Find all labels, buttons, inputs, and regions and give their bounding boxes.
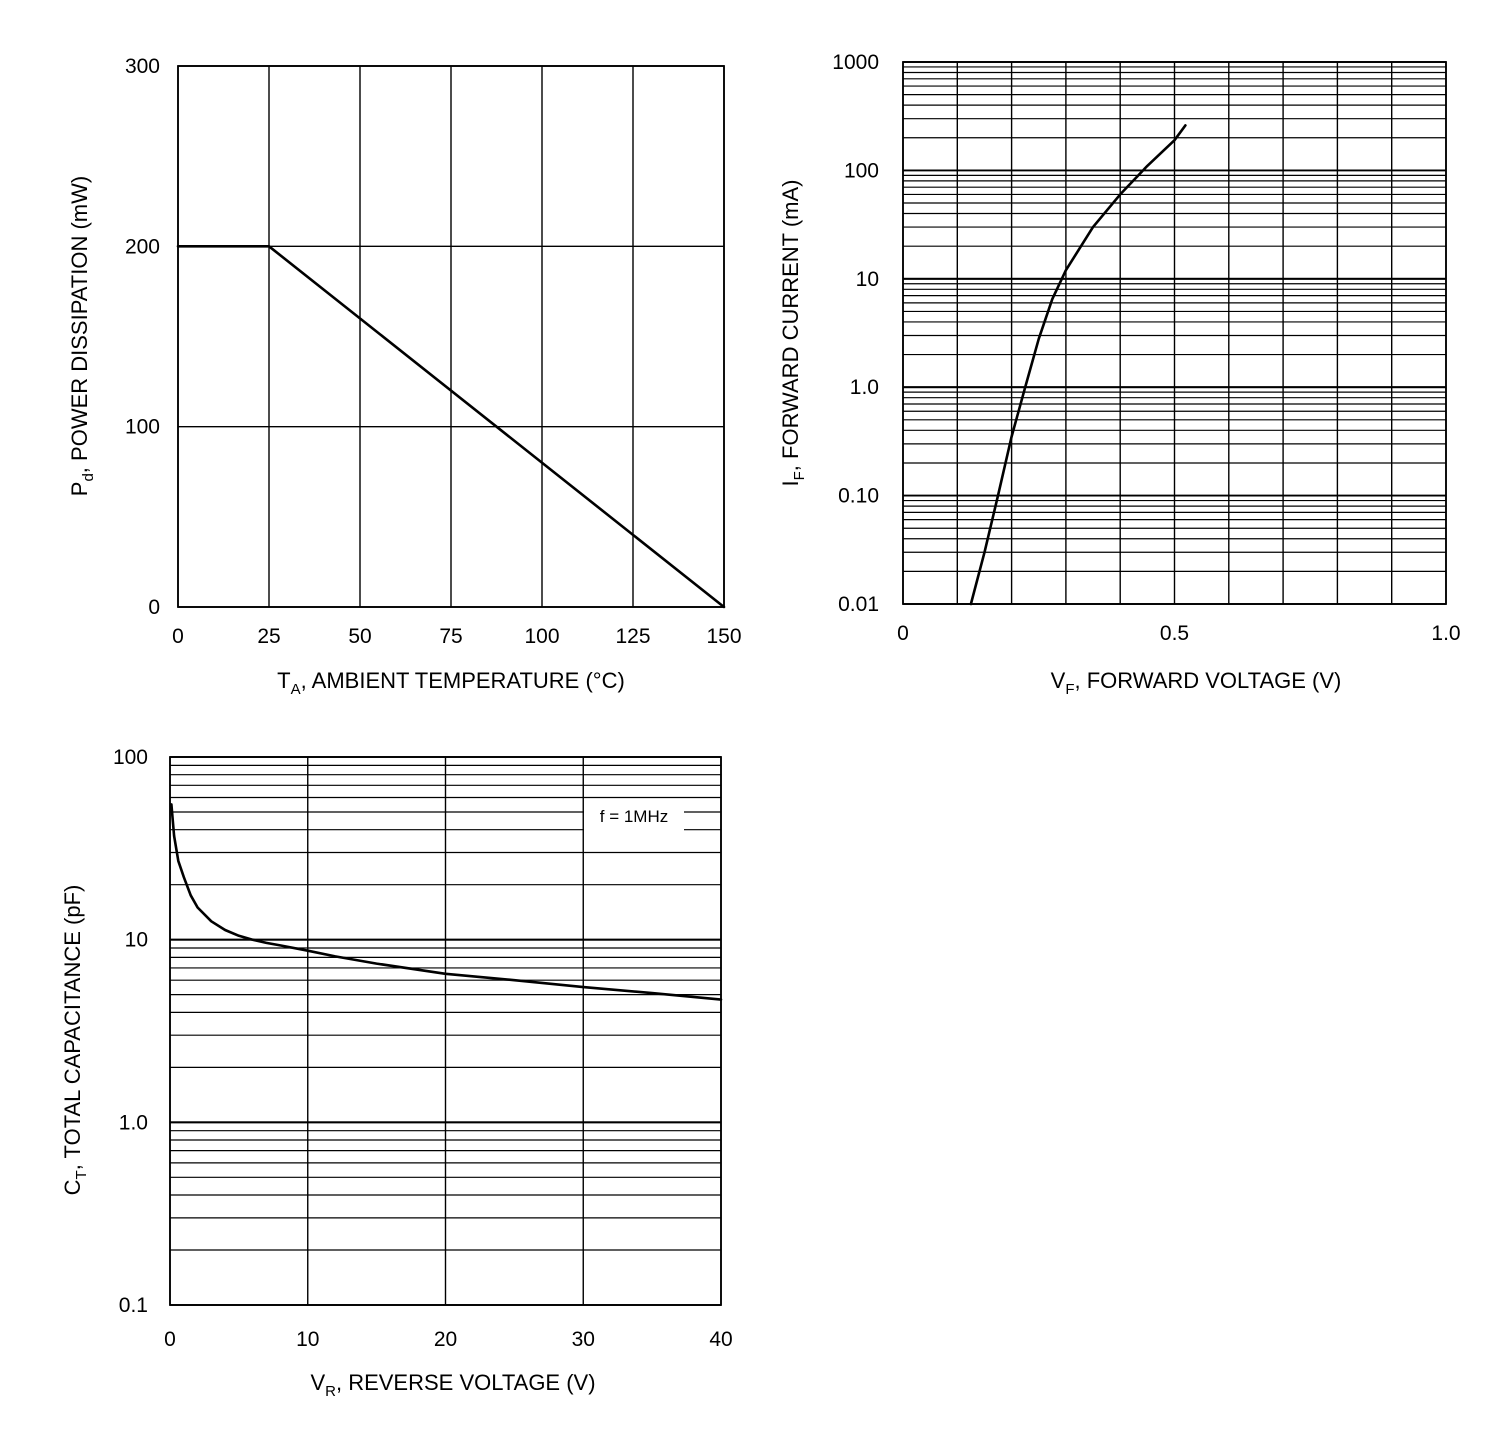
y-axis-label-subscript: T — [73, 1170, 90, 1179]
x-axis-label-symbol: T — [277, 668, 290, 693]
y-axis-label: CT, TOTAL CAPACITANCE (pF) — [60, 885, 90, 1196]
y-axis-label-symbol: C — [60, 1179, 85, 1195]
x-tick-label: 0 — [164, 1328, 176, 1351]
x-axis-label-text: , AMBIENT TEMPERATURE (°C) — [301, 668, 625, 693]
x-axis-label-subscript: A — [291, 681, 301, 698]
x-tick-label: 0 — [897, 622, 909, 645]
x-axis-label-subscript: F — [1065, 681, 1074, 698]
series-line-pd — [176, 245, 726, 609]
x-tick-label: 125 — [615, 625, 650, 648]
y-axis-label-text: , POWER DISSIPATION (mW) — [67, 176, 92, 473]
y-tick-label: 10 — [856, 268, 879, 291]
x-tick-label: 100 — [524, 625, 559, 648]
y-tick-label: 0.01 — [838, 593, 879, 616]
x-axis-label-symbol: V — [310, 1370, 325, 1395]
series-line-if — [969, 124, 1187, 606]
x-axis-label: VF, FORWARD VOLTAGE (V) — [1051, 668, 1342, 698]
x-tick-label: 75 — [439, 625, 462, 648]
x-axis-label-text: , REVERSE VOLTAGE (V) — [336, 1370, 596, 1395]
plot-frame — [177, 65, 725, 608]
y-tick-label: 100 — [125, 416, 160, 439]
x-axis-label: VR, REVERSE VOLTAGE (V) — [310, 1370, 595, 1400]
y-axis-label-symbol: P — [67, 482, 92, 497]
y-tick-label: 100 — [113, 746, 148, 769]
x-tick-label: 40 — [709, 1328, 732, 1351]
total-capacitance-chart: 0 10 20 30 40 0.1 1.0 10 100 VR, REVERSE VOLTAGE … — [60, 746, 733, 1400]
series-line-ct — [170, 803, 723, 1001]
x-tick-label: 50 — [348, 625, 371, 648]
y-axis-label-text: , FORWARD CURRENT (mA) — [778, 180, 803, 472]
y-tick-label: 200 — [125, 235, 160, 258]
x-axis-label-subscript: R — [325, 1383, 336, 1400]
x-tick-label: 1.0 — [1431, 622, 1460, 645]
y-tick-label: 0.1 — [119, 1294, 148, 1317]
y-axis-label-symbol: I — [778, 480, 803, 486]
x-tick-label: 30 — [572, 1328, 595, 1351]
y-axis-label-subscript: F — [791, 471, 808, 480]
x-axis-label-text: , FORWARD VOLTAGE (V) — [1074, 668, 1341, 693]
x-tick-label: 25 — [257, 625, 280, 648]
y-tick-label: 1.0 — [850, 376, 879, 399]
y-axis-label: IF, FORWARD CURRENT (mA) — [778, 180, 808, 487]
x-axis-label-symbol: V — [1051, 668, 1066, 693]
y-tick-label: 10 — [125, 929, 148, 952]
y-tick-label: 300 — [125, 55, 160, 78]
x-axis-label: TA, AMBIENT TEMPERATURE (°C) — [277, 668, 625, 698]
power-dissipation-chart: 0 25 50 75 100 125 150 0 100 200 300 TA, AMBIENT TE… — [67, 55, 742, 698]
x-tick-label: 0.5 — [1160, 622, 1189, 645]
y-tick-label: 100 — [844, 159, 879, 182]
annotation-box — [584, 800, 684, 832]
plot-frame — [902, 61, 1447, 605]
x-tick-label: 20 — [434, 1328, 457, 1351]
x-tick-label: 0 — [172, 625, 184, 648]
y-axis-label: Pd, POWER DISSIPATION (mW) — [67, 176, 97, 496]
plot-frame — [169, 756, 722, 1306]
x-tick-label: 10 — [296, 1328, 319, 1351]
y-tick-label: 1.0 — [119, 1111, 148, 1134]
y-tick-label: 1000 — [832, 51, 879, 74]
y-tick-label: 0 — [148, 596, 160, 619]
x-tick-label: 150 — [706, 625, 741, 648]
annotation-label: f = 1MHz — [600, 807, 669, 826]
y-tick-label: 0.10 — [838, 485, 879, 508]
y-axis-label-text: , TOTAL CAPACITANCE (pF) — [60, 885, 85, 1171]
y-axis-label-subscript: d — [80, 473, 97, 481]
